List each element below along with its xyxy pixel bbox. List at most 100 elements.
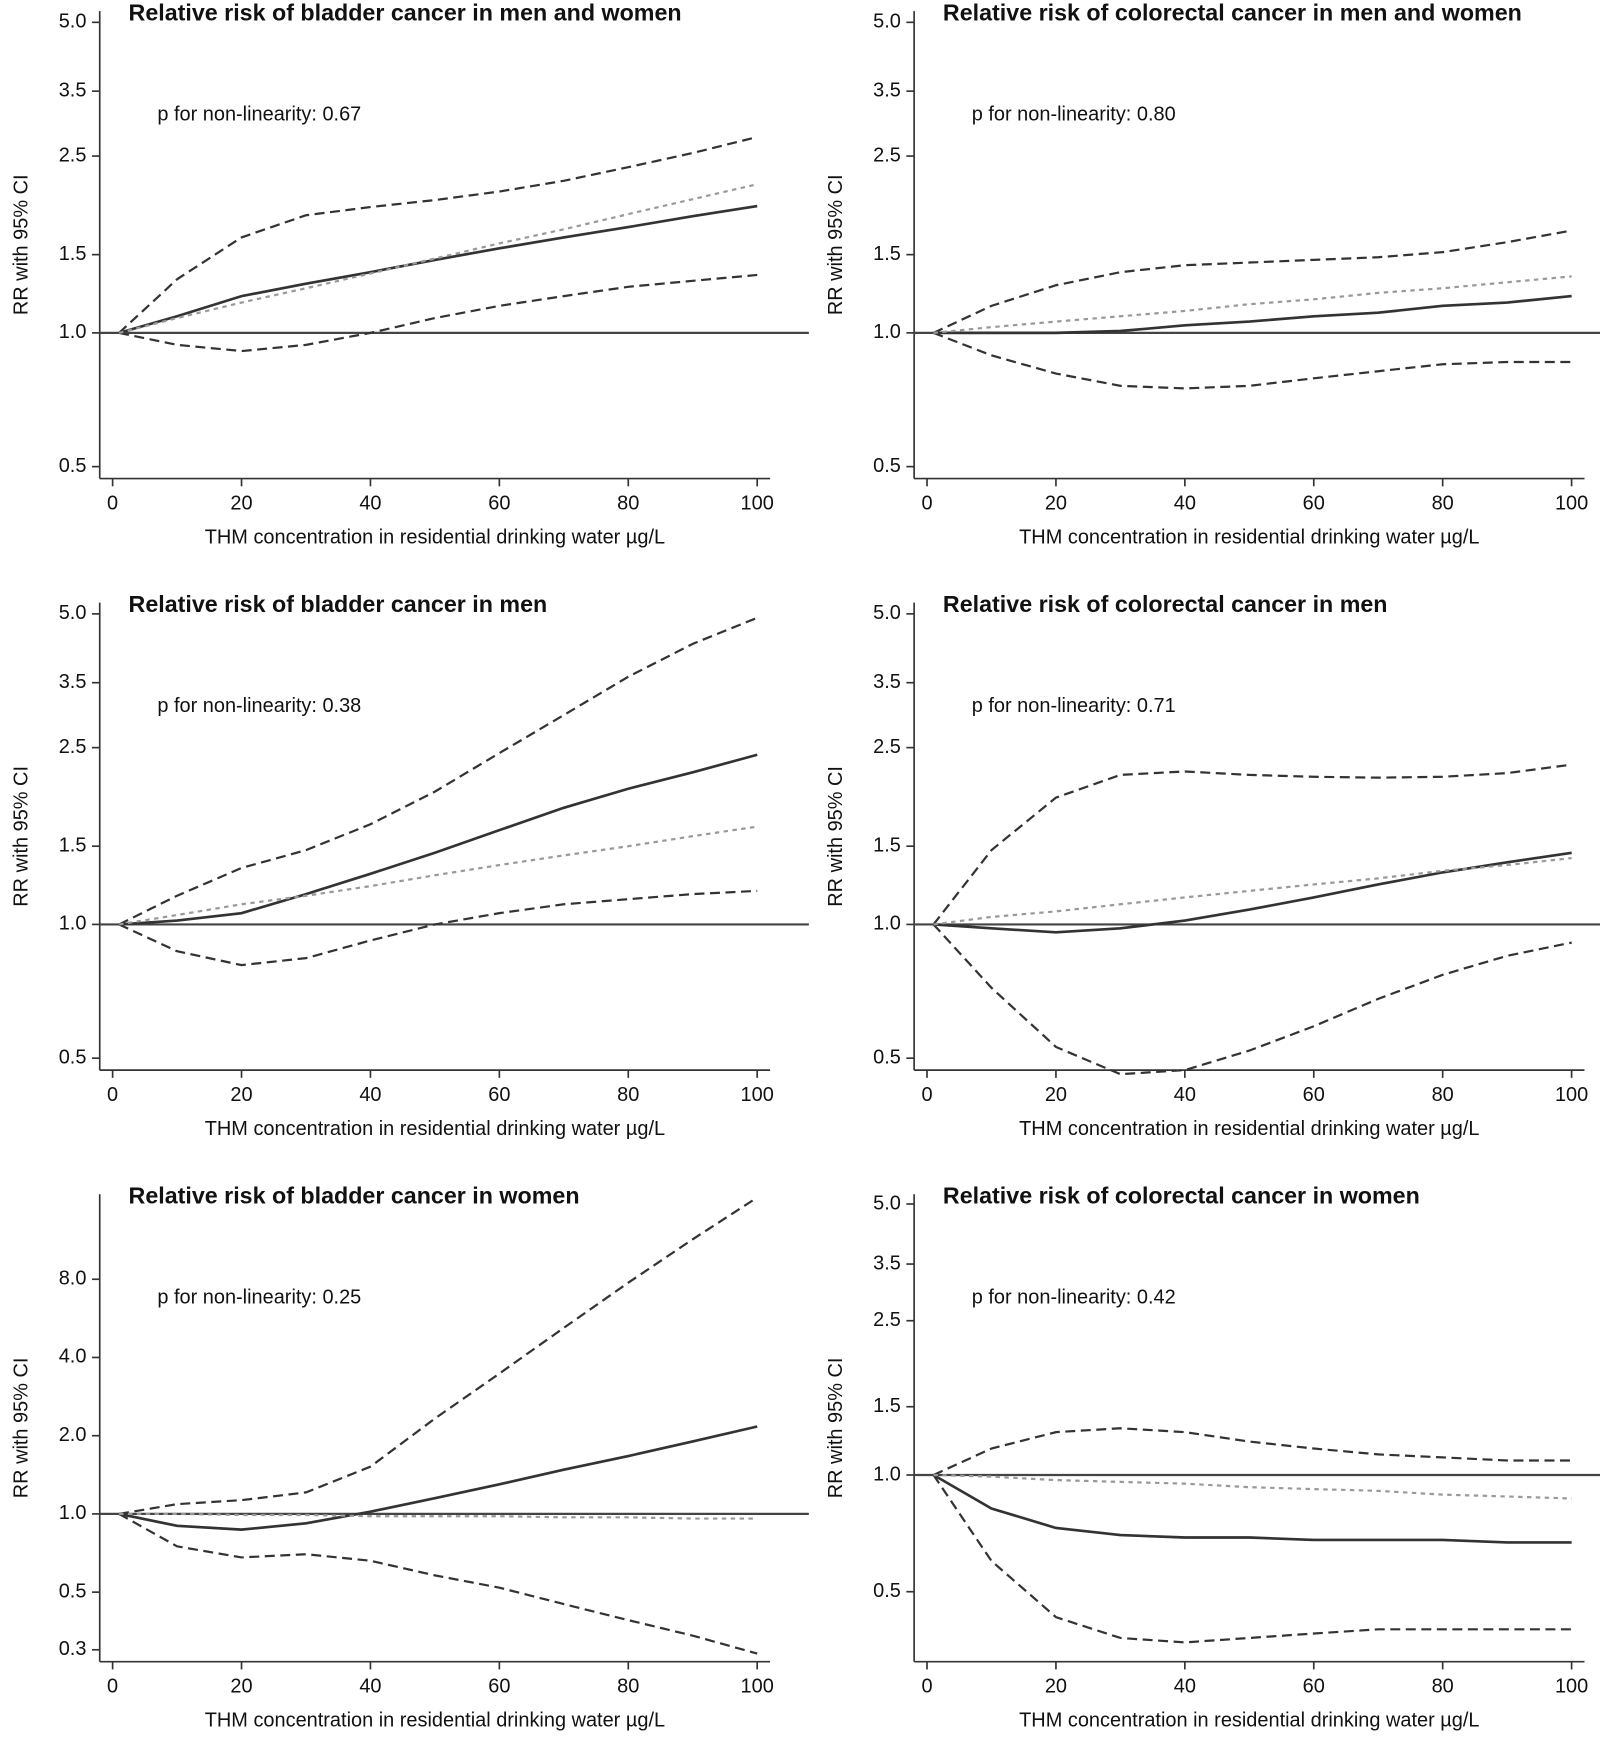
y-tick-label: 0.5 [59,1580,87,1602]
curve [933,1427,1572,1477]
y-tick-label: 0.5 [873,455,901,477]
x-axis-label: THM concentration in residential drinkin… [205,1118,665,1140]
y-tick-label: 3.5 [59,671,87,693]
curve [933,851,1572,934]
x-tick-label: 0 [107,492,118,514]
annotation: p for non-linearity: 0.67 [157,103,361,125]
y-tick-label: 5.0 [873,602,901,624]
x-tick-label: 100 [741,1084,774,1106]
x-tick-label: 0 [921,492,932,514]
panel: 0.5 1.0 1.5 2.5 3.5 5.0 0 20 40 60 80 100 Relative r… [825,0,1600,549]
y-tick-label: 5.0 [873,11,901,33]
panel: 0.5 1.0 1.5 2.5 3.5 5.0 0 20 40 60 80 100 Relative r… [10,591,809,1140]
x-tick-label: 20 [1045,492,1067,514]
curve [119,1512,758,1520]
x-tick-label: 80 [617,492,639,514]
y-tick-label: 1.5 [873,243,901,265]
y-axis-label: RR with 95% CI [10,1358,32,1499]
curve [932,923,1572,1076]
curve [118,135,758,334]
y-tick-label: 1.5 [59,834,87,856]
x-tick-label: 60 [488,492,510,514]
annotation: p for non-linearity: 0.80 [972,103,1176,125]
chart-title: Relative risk of colorectal cancer in me… [943,591,1388,617]
x-tick-label: 20 [1045,1675,1067,1697]
x-tick-label: 80 [1432,1084,1454,1106]
x-tick-label: 60 [1303,1675,1325,1697]
y-tick-label: 2.5 [873,736,901,758]
curve [933,856,1572,926]
y-tick-label: 1.0 [873,321,901,343]
x-axis-label: THM concentration in residential drinkin… [1019,527,1479,549]
y-tick-label: 2.5 [59,736,87,758]
annotation: p for non-linearity: 0.71 [972,695,1176,717]
y-tick-label: 1.0 [59,913,87,935]
y-tick-label: 1.5 [873,834,901,856]
y-tick-label: 2.5 [873,1309,901,1331]
x-tick-label: 100 [741,492,774,514]
y-tick-label: 5.0 [59,602,87,624]
panel: 0.5 1.0 1.5 2.5 3.5 5.0 0 20 40 60 80 100 Relative r… [825,591,1600,1140]
x-tick-label: 0 [921,1084,932,1106]
y-tick-label: 2.5 [59,144,87,166]
chart-title: Relative risk of bladder cancer in men a… [129,0,682,26]
annotation: p for non-linearity: 0.42 [972,1287,1176,1309]
curve [933,294,1572,335]
x-tick-label: 40 [1174,492,1196,514]
x-tick-label: 100 [741,1675,774,1697]
y-tick-label: 0.5 [873,1580,901,1602]
y-tick-label: 3.5 [873,1252,901,1274]
panel: 0.5 1.0 1.5 2.5 3.5 5.0 0 20 40 60 80 100 Relative r… [10,0,809,549]
y-tick-label: 5.0 [873,1192,901,1214]
curve [932,763,1572,926]
y-tick-label: 3.5 [873,79,901,101]
y-tick-label: 1.5 [59,243,87,265]
x-tick-label: 100 [1555,1084,1588,1106]
y-tick-label: 0.5 [59,1046,87,1068]
y-tick-label: 1.5 [873,1395,901,1417]
x-tick-label: 60 [488,1084,510,1106]
y-axis-label: RR with 95% CI [825,766,847,907]
x-tick-label: 0 [107,1084,118,1106]
x-tick-label: 80 [1432,492,1454,514]
x-tick-label: 20 [230,1084,252,1106]
curve [118,1512,758,1655]
curve [118,1196,758,1515]
curve [933,275,1572,334]
y-tick-label: 2.0 [59,1424,87,1446]
chart-title: Relative risk of colorectal cancer in wo… [943,1183,1420,1209]
curve [118,825,758,926]
curve [119,753,758,926]
x-tick-label: 80 [617,1084,639,1106]
x-tick-label: 20 [230,492,252,514]
y-tick-label: 8.0 [59,1268,87,1290]
x-tick-label: 20 [1045,1084,1067,1106]
panel: 0.5 1.0 1.5 2.5 3.5 5.0 0 20 40 60 80 100 Relative r… [825,1183,1600,1732]
curve [118,616,758,926]
y-tick-label: 3.5 [59,79,87,101]
y-tick-label: 4.0 [59,1346,87,1368]
x-tick-label: 100 [1555,1675,1588,1697]
curve [118,204,758,335]
annotation: p for non-linearity: 0.38 [157,695,361,717]
x-tick-label: 80 [617,1675,639,1697]
y-tick-label: 1.0 [59,1502,87,1524]
curve [933,1473,1572,1500]
y-tick-label: 0.5 [59,455,87,477]
x-tick-label: 80 [1432,1675,1454,1697]
x-tick-label: 60 [488,1675,510,1697]
x-tick-label: 40 [1174,1675,1196,1697]
y-tick-label: 2.5 [873,144,901,166]
x-tick-label: 60 [1303,492,1325,514]
curve [932,1473,1572,1544]
curve [118,183,758,334]
x-tick-label: 40 [359,1675,381,1697]
y-axis-label: RR with 95% CI [10,174,32,315]
x-tick-label: 40 [1174,1084,1196,1106]
y-axis-label: RR with 95% CI [825,174,847,315]
x-tick-label: 40 [359,1084,381,1106]
x-axis-label: THM concentration in residential drinkin… [1019,1710,1479,1732]
y-tick-label: 1.0 [873,913,901,935]
